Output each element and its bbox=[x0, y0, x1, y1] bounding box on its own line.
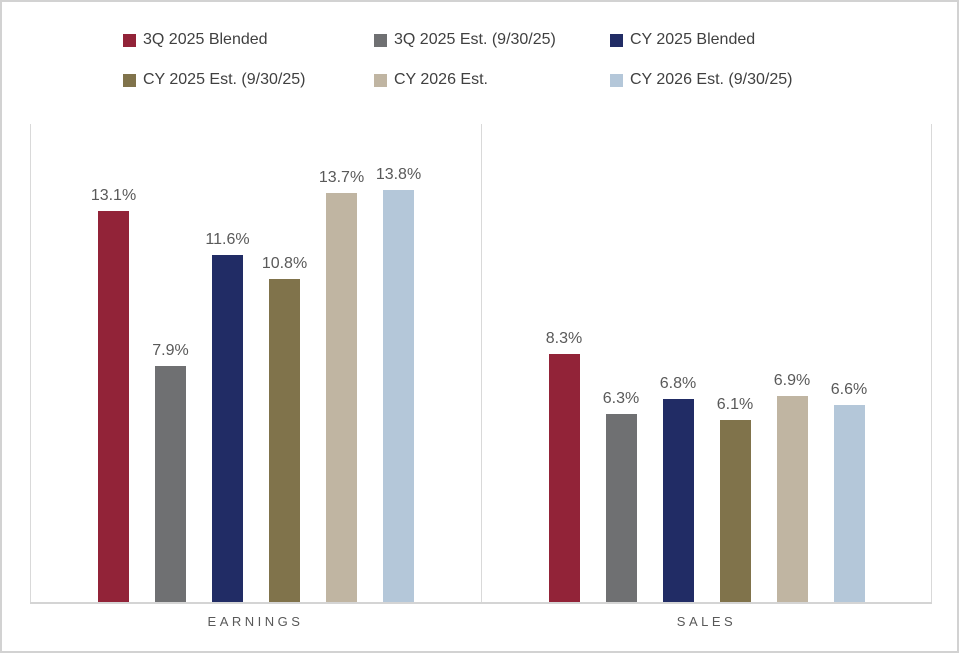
bar: 7.9% bbox=[152, 342, 189, 602]
chart-legend: 3Q 2025 Blended 3Q 2025 Est. (9/30/25) CY … bbox=[123, 29, 792, 91]
bar: 11.6% bbox=[205, 231, 250, 602]
plot-area: 13.1% 7.9% 11.6% 10.8% 13.7% 13.8% 8.3% 6.3% 6.… bbox=[30, 124, 932, 604]
bar: 6.8% bbox=[660, 375, 696, 602]
bar: 6.6% bbox=[831, 381, 867, 602]
legend-label: CY 2025 Est. (9/30/25) bbox=[143, 71, 306, 88]
category-axis: EARNINGS SALES bbox=[30, 614, 932, 629]
legend-label: 3Q 2025 Est. (9/30/25) bbox=[394, 31, 556, 48]
legend-item: CY 2025 Est. (9/30/25) bbox=[123, 69, 374, 91]
bar-value-label: 13.7% bbox=[318, 168, 365, 186]
legend-label: CY 2025 Blended bbox=[630, 31, 756, 48]
legend-swatch-icon bbox=[123, 73, 136, 87]
bar: 8.3% bbox=[546, 330, 582, 602]
bar-value-label: 6.9% bbox=[773, 371, 811, 389]
legend-label: 3Q 2025 Blended bbox=[143, 31, 268, 48]
bar-value-label: 7.9% bbox=[152, 342, 189, 359]
legend-item: CY 2026 Est. bbox=[374, 69, 610, 91]
bar: 13.7% bbox=[319, 169, 364, 602]
bar-value-label: 13.8% bbox=[375, 165, 422, 183]
legend-swatch-icon bbox=[123, 33, 136, 47]
legend-swatch-icon bbox=[374, 33, 387, 47]
bar: 13.1% bbox=[91, 187, 136, 602]
category-label-sales: SALES bbox=[676, 614, 737, 629]
legend-item: 3Q 2025 Est. (9/30/25) bbox=[374, 29, 610, 51]
bar: 6.3% bbox=[603, 390, 639, 602]
bar: 6.9% bbox=[774, 372, 810, 602]
legend-swatch-icon bbox=[610, 33, 623, 47]
legend-label: CY 2026 Est. bbox=[394, 71, 488, 88]
bar-value-label: 11.6% bbox=[205, 231, 250, 249]
bar: 13.8% bbox=[376, 166, 421, 602]
bar-value-label: 6.1% bbox=[716, 395, 754, 413]
bar: 10.8% bbox=[262, 255, 307, 602]
bar: 6.1% bbox=[717, 396, 753, 602]
legend-swatch-icon bbox=[374, 73, 387, 87]
bar-value-label: 10.8% bbox=[261, 255, 308, 273]
legend-label: CY 2026 Est. (9/30/25) bbox=[630, 71, 793, 88]
legend-item: CY 2025 Blended bbox=[610, 29, 792, 51]
bar-value-label: 6.6% bbox=[830, 380, 868, 398]
panel-sales: 8.3% 6.3% 6.8% 6.1% 6.9% 6.6% bbox=[481, 124, 932, 602]
legend-item: CY 2026 Est. (9/30/25) bbox=[610, 69, 792, 91]
bar-value-label: 6.8% bbox=[659, 374, 697, 392]
legend-item: 3Q 2025 Blended bbox=[123, 29, 374, 51]
bar-value-label: 8.3% bbox=[545, 330, 583, 347]
legend-swatch-icon bbox=[610, 73, 623, 87]
panel-earnings: 13.1% 7.9% 11.6% 10.8% 13.7% 13.8% bbox=[30, 124, 481, 602]
bar-value-label: 13.1% bbox=[90, 186, 137, 204]
bar-value-label: 6.3% bbox=[602, 389, 640, 407]
category-label-earnings: EARNINGS bbox=[207, 614, 304, 629]
